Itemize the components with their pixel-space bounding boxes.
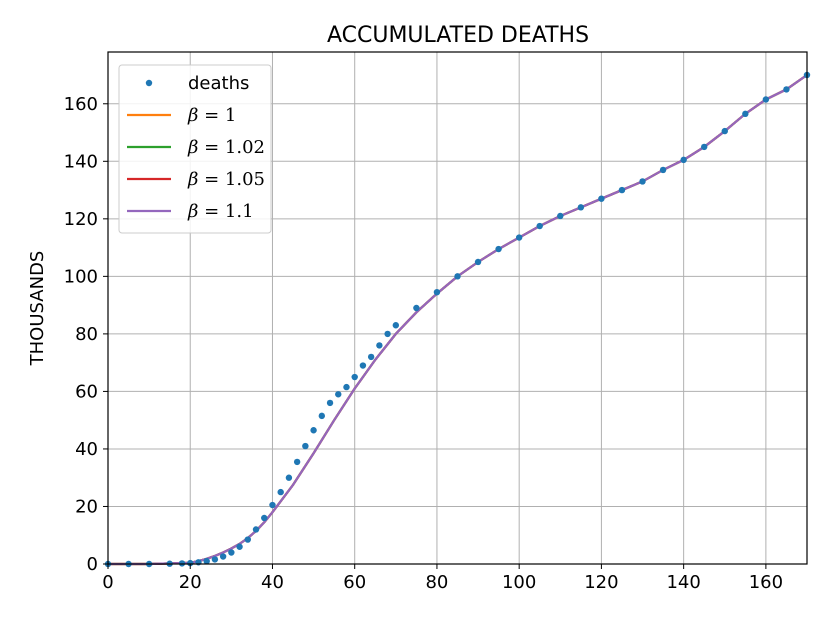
data-point <box>211 556 219 563</box>
data-point <box>359 362 367 369</box>
data-point <box>376 342 383 349</box>
data-point <box>326 399 334 407</box>
series-line <box>108 74 808 566</box>
data-point <box>293 458 301 466</box>
data-point <box>762 96 770 103</box>
y-tick-label: 80 <box>75 324 98 345</box>
data-point <box>618 186 626 194</box>
data-point <box>269 501 276 509</box>
x-tick-label: 120 <box>584 572 618 593</box>
legend-label: β = 1.1 <box>187 201 254 222</box>
data-point <box>187 559 194 567</box>
chart-title: ACCUMULATED DEATHS <box>327 23 589 48</box>
y-tick-label: 120 <box>64 209 98 230</box>
data-point <box>742 110 749 118</box>
legend-box <box>118 64 272 234</box>
data-point <box>261 514 268 522</box>
y-tick-label: 40 <box>75 439 98 460</box>
data-point <box>701 143 708 151</box>
x-tick-label: 20 <box>179 572 202 593</box>
data-point <box>236 543 243 550</box>
data-point <box>277 488 284 496</box>
data-point <box>244 536 251 543</box>
plot-area: 0 20 40 60 80 100 120 140 160 0 20 40 60 80 100 120 140 1… <box>64 51 811 593</box>
data-point <box>203 557 210 565</box>
data-point <box>343 383 350 391</box>
data-point <box>433 288 441 296</box>
data-point <box>367 353 375 361</box>
data-point <box>351 373 358 381</box>
data-point <box>474 258 482 266</box>
legend-marker-deaths <box>145 79 153 87</box>
y-tick-label: 100 <box>64 266 98 287</box>
x-tick-label: 160 <box>749 572 783 593</box>
x-tick-label: 80 <box>425 572 448 593</box>
data-point <box>536 222 543 230</box>
y-tick-label: 140 <box>64 151 98 172</box>
y-axis-label: THOUSANDS <box>27 251 48 367</box>
x-tick-label: 60 <box>343 572 366 593</box>
y-tick-label: 60 <box>75 381 98 402</box>
data-point <box>557 212 564 220</box>
legend: deaths β = 1 β = 1.02 β = 1.05 β = 1.1 <box>118 64 272 234</box>
y-tick-label: 160 <box>64 94 98 115</box>
data-point <box>384 330 391 338</box>
data-point <box>639 178 646 185</box>
data-point <box>515 234 523 241</box>
data-point <box>680 156 687 164</box>
y-tick-label: 0 <box>87 554 98 575</box>
legend-label: β = 1.02 <box>187 137 265 158</box>
data-point <box>659 166 667 174</box>
axes-frame <box>107 51 808 565</box>
data-point <box>721 127 728 135</box>
data-point <box>495 245 502 253</box>
x-tick-label: 0 <box>102 572 113 593</box>
data-point <box>577 204 585 211</box>
x-tick-label: 100 <box>502 572 536 593</box>
x-tick-label: 40 <box>261 572 284 593</box>
data-point <box>413 304 420 312</box>
data-point <box>454 273 461 280</box>
data-point <box>285 474 293 481</box>
data-point <box>310 427 317 434</box>
legend-label-deaths: deaths <box>188 73 249 94</box>
data-point <box>219 553 227 560</box>
data-point <box>392 322 400 329</box>
data-point <box>302 442 309 450</box>
x-tick-label: 140 <box>666 572 700 593</box>
y-tick-label: 20 <box>75 496 98 517</box>
data-point <box>252 526 260 533</box>
data-point <box>598 195 605 202</box>
legend-label: β = 1.05 <box>187 169 265 190</box>
data-point <box>335 391 342 398</box>
legend-label: β = 1 <box>187 105 236 126</box>
data-point <box>783 86 790 93</box>
data-point <box>318 412 326 420</box>
data-point <box>228 549 235 556</box>
